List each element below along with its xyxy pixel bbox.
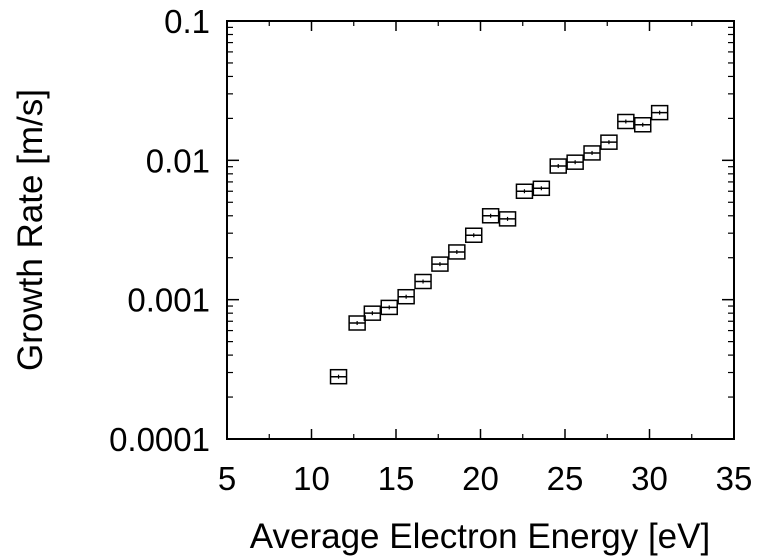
- data-point: [448, 244, 466, 260]
- data-point: [515, 183, 534, 199]
- data-point: [380, 299, 398, 316]
- x-tick-label: 25: [547, 460, 584, 497]
- y-tick-label: 0.01: [146, 142, 210, 179]
- y-tick-labels: 0.0001 0.001 0.01 0.1: [109, 3, 210, 458]
- x-tick-label: 35: [716, 460, 753, 497]
- data-point: [464, 227, 483, 243]
- data-point: [397, 288, 415, 305]
- y-tick-label: 0.1: [164, 3, 210, 40]
- data-point: [633, 117, 652, 133]
- data-point: [363, 305, 382, 321]
- data-point: [532, 180, 551, 197]
- plot-frame: [226, 20, 735, 440]
- data-points: [329, 104, 669, 385]
- x-tick-labels: 5 10 15 20 25 30 35: [218, 460, 753, 497]
- data-point: [329, 368, 348, 385]
- y-tick-label: 0.001: [127, 282, 210, 319]
- data-point: [583, 145, 601, 161]
- data-point: [650, 104, 669, 121]
- data-point: [600, 134, 618, 150]
- y-tick-label: 0.0001: [109, 421, 210, 458]
- y-axis-title: Growth Rate [m/s]: [11, 89, 50, 371]
- x-tick-label: 10: [293, 460, 330, 497]
- data-point: [617, 113, 635, 130]
- data-point: [498, 211, 517, 227]
- data-point: [549, 158, 567, 174]
- x-tick-label: 5: [218, 460, 236, 497]
- x-axis-title: Average Electron Energy [eV]: [250, 517, 710, 556]
- data-point: [414, 273, 432, 290]
- axis-ticks: [226, 20, 735, 440]
- data-point: [481, 208, 500, 224]
- data-point: [566, 154, 584, 170]
- x-tick-label: 15: [378, 460, 415, 497]
- x-tick-label: 20: [462, 460, 499, 497]
- data-point: [348, 315, 366, 331]
- data-point: [431, 256, 449, 272]
- x-tick-label: 30: [631, 460, 668, 497]
